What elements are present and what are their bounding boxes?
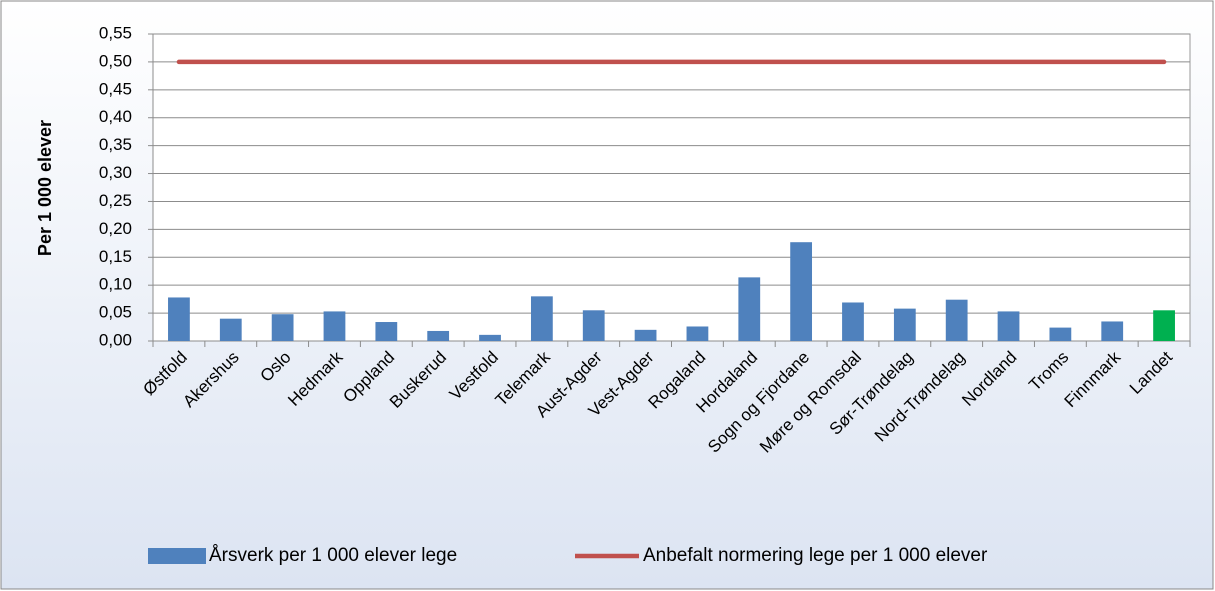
legend-label: Årsverk per 1 000 elever lege <box>209 545 457 566</box>
y-tick-label: 0,30 <box>99 163 132 182</box>
bar <box>479 334 501 341</box>
y-tick-label: 0,40 <box>99 107 132 126</box>
bar <box>582 310 605 341</box>
legend-label: Anbefalt normering lege per 1 000 elever <box>643 545 988 566</box>
y-tick-label: 0,00 <box>99 330 132 349</box>
bar <box>686 326 709 341</box>
bar <box>997 311 1020 341</box>
y-tick-label: 0,55 <box>99 23 132 42</box>
y-tick-label: 0,15 <box>99 247 132 266</box>
bar <box>219 318 242 341</box>
bar <box>842 302 864 341</box>
bar <box>323 311 346 341</box>
y-axis-label: Per 1 000 elever <box>35 120 55 256</box>
y-tick-label: 0,10 <box>99 275 132 294</box>
y-tick-label: 0,25 <box>99 191 132 210</box>
y-tick-label: 0,45 <box>99 79 132 98</box>
y-tick-label: 0,35 <box>99 135 132 154</box>
bar <box>1153 310 1175 341</box>
plot-area <box>152 33 1191 342</box>
bar <box>1101 321 1124 341</box>
bar <box>271 314 294 341</box>
bar <box>168 297 190 341</box>
bar <box>893 308 916 341</box>
bar <box>1049 327 1072 341</box>
bar <box>790 242 813 341</box>
y-tick-label: 0,05 <box>99 303 132 322</box>
bar <box>427 330 450 341</box>
y-tick-label: 0,50 <box>99 51 132 70</box>
legend-swatch <box>148 548 206 564</box>
bar <box>945 299 968 341</box>
bar <box>530 296 553 341</box>
y-tick-label: 0,20 <box>99 219 132 238</box>
bar <box>634 329 657 341</box>
bar <box>375 322 398 341</box>
bar <box>738 277 761 341</box>
